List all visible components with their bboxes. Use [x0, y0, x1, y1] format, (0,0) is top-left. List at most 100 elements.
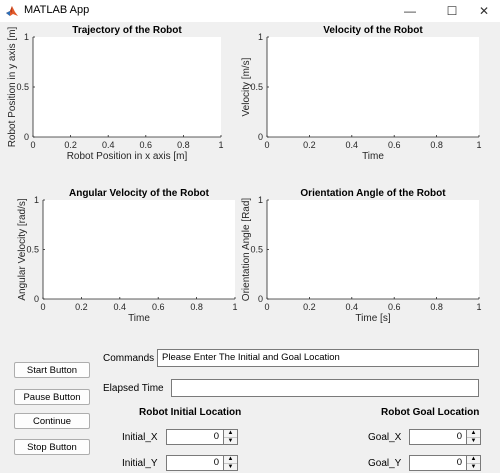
start-button-label: Start Button — [26, 364, 78, 376]
increment-icon[interactable]: ▲ — [224, 430, 237, 438]
x-tick-label: 1 — [476, 302, 481, 312]
x-tick-label: 0.8 — [190, 302, 203, 312]
x-axis-label: Time — [128, 313, 150, 324]
pause-button[interactable]: Pause Button — [14, 389, 90, 405]
stop-button[interactable]: Stop Button — [14, 439, 90, 455]
elapsed-time-label: Elapsed Time — [103, 383, 164, 394]
y-tick-label: 1 — [258, 195, 263, 205]
plot-area — [267, 37, 479, 137]
x-tick-label: 1 — [476, 140, 481, 150]
pause-button-label: Pause Button — [23, 391, 81, 403]
initial-x-spinner: 0 ▲ ▼ — [166, 429, 238, 447]
goal-y-stepper: ▲ ▼ — [467, 455, 481, 471]
plot-area — [33, 37, 221, 137]
x-tick-label: 0.6 — [152, 302, 165, 312]
y-tick-label: 0 — [258, 294, 263, 304]
window-titlebar: MATLAB App — ☐ ✕ — [0, 0, 500, 22]
matlab-logo-icon — [6, 6, 18, 16]
y-tick-label: 0 — [258, 132, 263, 142]
x-tick-label: 0 — [264, 140, 269, 150]
initial-x-input[interactable]: 0 — [166, 429, 224, 445]
x-tick-label: 0.8 — [430, 302, 443, 312]
initial-y-label: Initial_Y — [122, 458, 158, 469]
x-tick-label: 0.6 — [388, 302, 401, 312]
y-tick-label: 1 — [24, 32, 29, 42]
x-tick-label: 0.2 — [75, 302, 88, 312]
commands-field[interactable]: Please Enter The Initial and Goal Locati… — [157, 349, 479, 367]
initial-y-stepper: ▲ ▼ — [224, 455, 238, 471]
continue-button[interactable]: Continue — [14, 413, 90, 429]
initial-x-stepper: ▲ ▼ — [224, 429, 238, 445]
decrement-icon[interactable]: ▼ — [470, 437, 477, 444]
goal-x-spinner: 0 ▲ ▼ — [409, 429, 481, 447]
goal-y-label: Goal_Y — [368, 458, 402, 469]
y-axis-label: Velocity [m/s] — [241, 57, 252, 116]
initial-x-label: Initial_X — [122, 432, 158, 443]
decrement-icon[interactable]: ▼ — [227, 463, 234, 470]
x-tick-label: 0.2 — [303, 140, 316, 150]
goal-y-spinner: 0 ▲ ▼ — [409, 455, 481, 473]
goal-x-label: Goal_X — [368, 432, 402, 443]
stop-button-label: Stop Button — [27, 441, 77, 453]
y-axis-label: Orientation Angle [Rad] — [241, 198, 252, 302]
goal-location-heading: Robot Goal Location — [381, 407, 480, 418]
x-tick-label: 0 — [40, 302, 45, 312]
x-tick-label: 0.4 — [346, 140, 359, 150]
x-tick-label: 0.4 — [114, 302, 127, 312]
x-axis-label: Robot Position in x axis [m] — [67, 151, 188, 162]
x-axis-label: Time — [362, 151, 384, 162]
goal-y-input[interactable]: 0 — [409, 455, 467, 471]
x-tick-label: 0.2 — [303, 302, 316, 312]
continue-button-label: Continue — [32, 415, 72, 427]
x-tick-label: 0.4 — [102, 140, 115, 150]
increment-icon[interactable]: ▲ — [467, 456, 480, 464]
x-tick-label: 0 — [264, 302, 269, 312]
y-tick-label: 0 — [24, 132, 29, 142]
y-tick-label: 1 — [34, 195, 39, 205]
y-axis-label: Robot Position in y axis [m] — [7, 26, 18, 147]
axes-title: Angular Velocity of the Robot — [69, 188, 210, 199]
close-button[interactable]: ✕ — [466, 0, 500, 22]
decrement-icon[interactable]: ▼ — [470, 463, 477, 470]
x-tick-label: 0 — [30, 140, 35, 150]
y-tick-label: 0 — [34, 294, 39, 304]
x-tick-label: 0.8 — [177, 140, 190, 150]
decrement-icon[interactable]: ▼ — [227, 437, 234, 444]
x-tick-label: 0.2 — [64, 140, 77, 150]
y-tick-label: 1 — [258, 32, 263, 42]
x-tick-label: 1 — [232, 302, 237, 312]
start-button[interactable]: Start Button — [14, 362, 90, 378]
x-tick-label: 0.6 — [140, 140, 153, 150]
minimize-icon: — — [404, 4, 416, 18]
y-tick-label: 0.5 — [16, 82, 29, 92]
axes-title: Orientation Angle of the Robot — [300, 188, 446, 199]
x-tick-label: 0.8 — [430, 140, 443, 150]
window-title: MATLAB App — [24, 4, 90, 16]
x-axis-label: Time [s] — [355, 313, 390, 324]
y-tick-label: 0.5 — [26, 245, 39, 255]
plot-area — [43, 200, 235, 299]
minimize-button[interactable]: — — [392, 0, 428, 22]
x-tick-label: 0.4 — [346, 302, 359, 312]
x-tick-label: 0.6 — [388, 140, 401, 150]
x-tick-label: 1 — [218, 140, 223, 150]
increment-icon[interactable]: ▲ — [467, 430, 480, 438]
plots-canvas: 0 0.2 0.4 0.6 0.8 1 0 0.5 1 Trajectory of the Rob… — [7, 25, 482, 324]
initial-location-heading: Robot Initial Location — [139, 407, 242, 418]
axes-title: Velocity of the Robot — [323, 25, 423, 36]
goal-x-input[interactable]: 0 — [409, 429, 467, 445]
y-axis-label: Angular Velocity [rad/s] — [17, 198, 28, 300]
y-tick-label: 0.5 — [250, 245, 263, 255]
maximize-icon: ☐ — [446, 4, 458, 18]
initial-y-input[interactable]: 0 — [166, 455, 224, 471]
axes-title: Trajectory of the Robot — [72, 25, 182, 36]
close-icon: ✕ — [478, 4, 490, 18]
initial-y-spinner: 0 ▲ ▼ — [166, 455, 238, 473]
elapsed-time-field[interactable] — [171, 379, 479, 397]
commands-label: Commands — [103, 353, 155, 364]
plot-area — [267, 200, 479, 299]
goal-x-stepper: ▲ ▼ — [467, 429, 481, 445]
increment-icon[interactable]: ▲ — [224, 456, 237, 464]
maximize-button[interactable]: ☐ — [434, 0, 470, 22]
y-tick-label: 0.5 — [250, 82, 263, 92]
